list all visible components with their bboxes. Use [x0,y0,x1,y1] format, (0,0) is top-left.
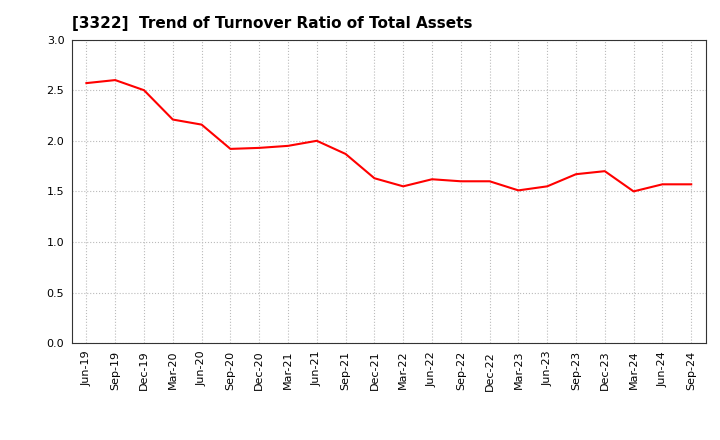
Text: [3322]  Trend of Turnover Ratio of Total Assets: [3322] Trend of Turnover Ratio of Total … [72,16,472,32]
